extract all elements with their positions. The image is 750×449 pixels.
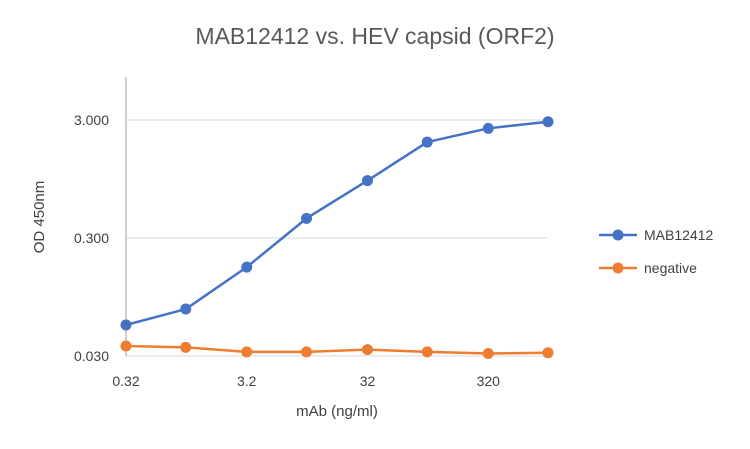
x-tick-labels: 0.32 3.2 32 320 bbox=[112, 373, 500, 389]
data-point bbox=[120, 319, 132, 331]
data-point bbox=[241, 261, 253, 273]
series-line bbox=[124, 344, 550, 355]
data-point bbox=[301, 212, 313, 224]
legend-swatch-marker bbox=[612, 262, 624, 274]
series-layer bbox=[120, 116, 554, 359]
y-tick-label: 0.030 bbox=[74, 348, 109, 364]
data-point bbox=[482, 122, 494, 134]
legend-item: MAB12412 bbox=[599, 227, 713, 243]
x-tick-label: 320 bbox=[477, 373, 501, 389]
series-line bbox=[124, 120, 550, 327]
legend-swatch-marker bbox=[612, 229, 624, 241]
data-point bbox=[421, 136, 433, 148]
data-point bbox=[421, 346, 433, 358]
data-point bbox=[241, 346, 253, 358]
series-negative bbox=[120, 340, 554, 359]
data-point bbox=[361, 175, 373, 187]
x-tick-label: 0.32 bbox=[112, 373, 139, 389]
series-MAB12412 bbox=[120, 116, 554, 331]
y-tick-labels: 0.030 0.300 3.000 bbox=[74, 112, 109, 364]
data-point bbox=[542, 116, 554, 128]
data-point bbox=[120, 340, 132, 352]
data-point bbox=[301, 346, 313, 358]
data-point bbox=[361, 344, 373, 356]
x-axis-title: mAb (ng/ml) bbox=[296, 403, 378, 420]
x-tick-label: 32 bbox=[360, 373, 376, 389]
data-point bbox=[180, 341, 192, 353]
x-tick-label: 3.2 bbox=[237, 373, 257, 389]
y-axis-title: OD 450nm bbox=[31, 181, 48, 254]
chart-title: MAB12412 vs. HEV capsid (ORF2) bbox=[195, 23, 554, 49]
gridlines bbox=[126, 119, 548, 357]
legend: MAB12412 negative bbox=[599, 227, 713, 276]
data-point bbox=[542, 347, 554, 359]
y-tick-label: 0.300 bbox=[74, 230, 109, 246]
legend-label: negative bbox=[644, 260, 697, 276]
data-point bbox=[482, 347, 494, 359]
y-tick-label: 3.000 bbox=[74, 112, 109, 128]
legend-label: MAB12412 bbox=[644, 227, 713, 243]
data-point bbox=[180, 303, 192, 315]
legend-item: negative bbox=[599, 260, 697, 276]
